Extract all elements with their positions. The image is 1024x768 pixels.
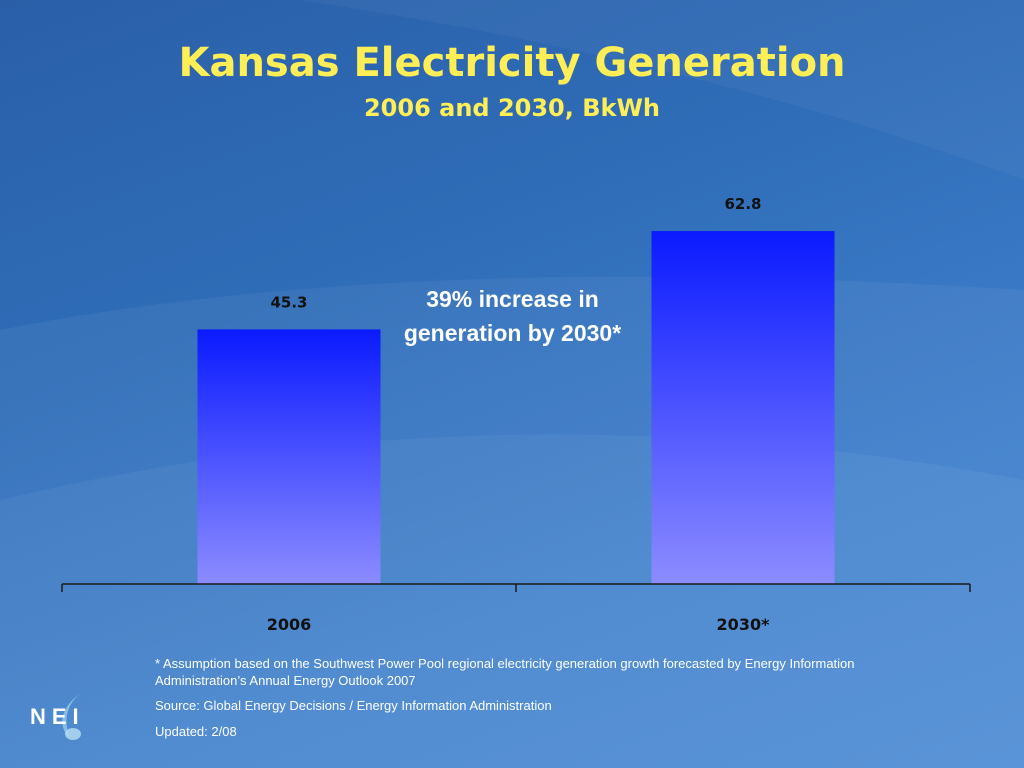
source-note: Source: Global Energy Decisions / Energy… xyxy=(155,698,552,713)
tick-label-1: 2030* xyxy=(717,615,771,634)
data-label-1: 62.8 xyxy=(724,195,761,213)
chart-title: Kansas Electricity Generation xyxy=(178,40,846,86)
logo-text: NEI xyxy=(30,704,85,729)
updated-note: Updated: 2/08 xyxy=(155,724,237,739)
assumption-footnote: * Assumption based on the Southwest Powe… xyxy=(155,656,855,688)
chart-subtitle: 2006 and 2030, BkWh xyxy=(363,94,661,122)
nei-logo-icon: NEI xyxy=(30,690,86,740)
tick-label-0: 2006 xyxy=(267,615,312,634)
bar-1 xyxy=(651,231,835,584)
bar-0 xyxy=(197,329,381,584)
data-label-0: 45.3 xyxy=(270,293,307,311)
increase-annotation: 39% increase in generation by 2030* xyxy=(403,286,622,346)
